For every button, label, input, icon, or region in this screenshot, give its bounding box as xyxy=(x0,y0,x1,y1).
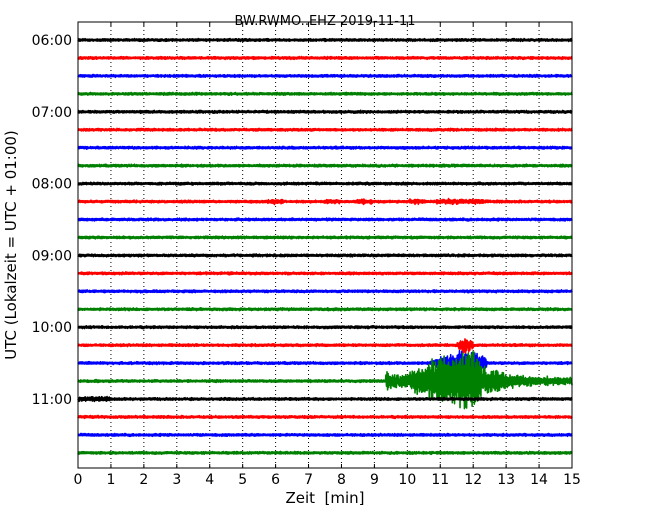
trace-1015 xyxy=(77,338,573,356)
x-tick-label: 12 xyxy=(464,472,482,488)
trace-1115 xyxy=(77,414,573,420)
x-tick-label: 2 xyxy=(139,472,148,488)
trace-1030 xyxy=(77,349,573,376)
x-axis: 0 1 2 3 4 5 6 7 8 9 10 11 12 13 14 15 xyxy=(74,22,581,488)
x-tick-label: 11 xyxy=(431,472,449,488)
trace-0715 xyxy=(77,127,573,132)
x-tick-label: 1 xyxy=(106,472,115,488)
trace-0730 xyxy=(77,145,573,150)
trace-0915 xyxy=(77,271,573,276)
x-tick-label: 0 xyxy=(74,472,83,488)
traces xyxy=(77,37,573,456)
trace-0830 xyxy=(77,217,573,222)
x-tick-label: 4 xyxy=(205,472,214,488)
x-tick-label: 14 xyxy=(530,472,548,488)
y-tick-label: 06:00 xyxy=(32,33,72,49)
y-axis-label: UTC (Lokalzeit = UTC + 01:00) xyxy=(2,130,20,360)
x-tick-label: 9 xyxy=(370,472,379,488)
trace-0600 xyxy=(77,37,573,43)
y-tick-label: 10:00 xyxy=(32,320,72,336)
trace-0930 xyxy=(77,289,573,294)
y-tick-label: 07:00 xyxy=(32,105,72,121)
trace-0645 xyxy=(77,91,573,97)
y-axis: 06:00 07:00 08:00 09:00 10:00 11:00 xyxy=(32,33,572,408)
trace-0900 xyxy=(77,253,573,258)
trace-0745 xyxy=(77,163,573,168)
x-tick-label: 15 xyxy=(563,472,581,488)
trace-1045 xyxy=(77,351,573,410)
y-tick-label: 09:00 xyxy=(32,248,72,264)
y-tick-label: 08:00 xyxy=(32,177,72,193)
x-tick-label: 13 xyxy=(497,472,515,488)
x-tick-label: 6 xyxy=(271,472,280,488)
trace-0630 xyxy=(77,73,573,79)
x-axis-label: Zeit [min] xyxy=(285,489,364,507)
trace-0700 xyxy=(77,109,573,115)
y-tick-label: 11:00 xyxy=(32,392,72,408)
x-tick-label: 3 xyxy=(172,472,181,488)
trace-0845 xyxy=(77,235,573,240)
trace-1145 xyxy=(77,450,573,456)
trace-0945 xyxy=(77,306,573,312)
trace-0800 xyxy=(77,181,573,186)
trace-0815 xyxy=(77,197,573,206)
plot-frame xyxy=(77,21,573,469)
trace-1130 xyxy=(77,432,573,438)
x-tick-label: 7 xyxy=(304,472,313,488)
trace-0615 xyxy=(77,55,573,61)
x-tick-label: 10 xyxy=(398,472,416,488)
trace-1000 xyxy=(77,324,573,330)
x-tick-label: 8 xyxy=(337,472,346,488)
trace-1100 xyxy=(77,395,573,403)
x-tick-label: 5 xyxy=(238,472,247,488)
